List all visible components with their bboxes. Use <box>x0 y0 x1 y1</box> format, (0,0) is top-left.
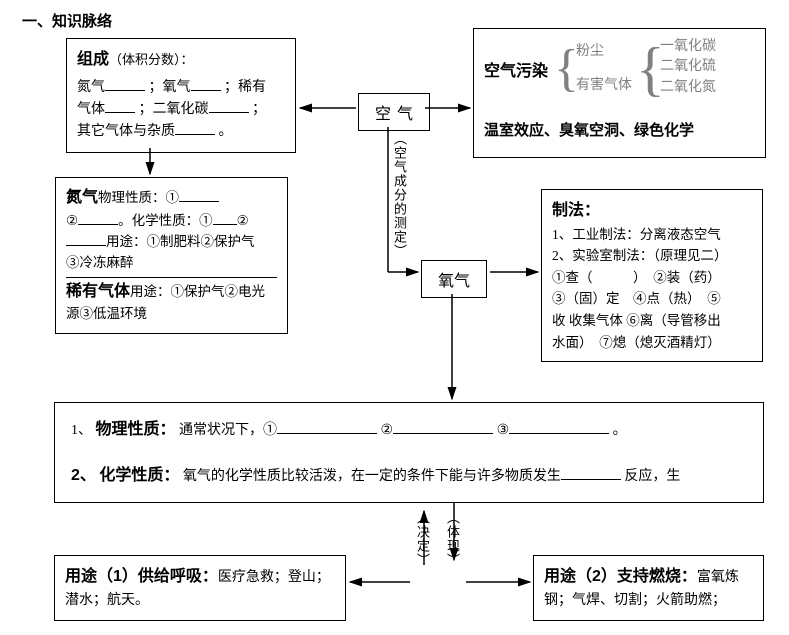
noble-use: 用途：①保护气②电光 <box>130 284 265 299</box>
n2-phys: 物理性质：① <box>98 190 179 205</box>
pollution-g1: 一氧化碳 <box>660 37 716 57</box>
pollution-g3: 二氧化氮 <box>660 78 716 98</box>
air-node: 空气 <box>358 93 430 131</box>
methods-l2: 2、实验室制法：（原理见二） <box>552 245 752 267</box>
comp-sep: ； <box>252 102 266 117</box>
comp-noble: ；稀有 <box>224 80 266 95</box>
pollution-title: 空气污染 <box>484 59 548 85</box>
methods-l4: ③（固）定 ④点（热） ⑤ <box>552 288 752 310</box>
comp-end: 。 <box>219 124 233 139</box>
methods-l3: ①查（ ） ②装（药） <box>552 267 752 289</box>
n2-p2: ② <box>66 213 78 228</box>
prop1-3: ③ <box>497 423 510 438</box>
composition-title: 组成 <box>77 51 109 68</box>
comp-n2: 氮气 <box>77 80 105 95</box>
prop1-2: ② <box>381 423 394 438</box>
methods-l5: 收 收集气体 ⑥离（导管移出 <box>552 310 752 332</box>
methods-l1: 1、工业制法：分离液态空气 <box>552 224 752 246</box>
comp-o2: ；氧气 <box>149 80 191 95</box>
methods-l6: 水面） ⑦熄（熄灭酒精灯） <box>552 332 752 354</box>
noble-label: 稀有气体 <box>66 283 130 300</box>
noble-use2: 源③低温环境 <box>66 304 277 325</box>
pollution-gas: 有害气体 <box>576 75 632 97</box>
oxygen-node: 氧气 <box>421 260 487 298</box>
pollution-box: 空气污染 { 粉尘 有害气体 { 一氧化碳 二氧化硫 二氧化氮 温室效应、臭氧空… <box>473 28 766 158</box>
comp-noble2: 气体 <box>77 102 105 117</box>
comp-other: 其它气体与杂质 <box>77 124 175 139</box>
nitrogen-box: 氮气物理性质：① ② 。化学性质：① ② 用途：①制肥料②保护气 ③冷冻麻醉 稀有气… <box>55 177 288 334</box>
n2-use3: ③冷冻麻醉 <box>66 253 277 274</box>
prop1-num: 1、 <box>71 423 92 438</box>
use2-title: 用途（2）支持燃烧： <box>544 568 697 585</box>
pollution-dust: 粉尘 <box>576 41 604 63</box>
methods-title: 制法： <box>552 198 752 224</box>
use1-title: 用途（1）供给呼吸： <box>65 568 218 585</box>
n2-use: 用途：①制肥料②保护气 <box>106 234 255 249</box>
n2-chem: 。化学性质：① <box>118 213 213 228</box>
decide-label: （决定） <box>413 511 432 567</box>
prop1-text: 通常状况下，① <box>179 423 277 438</box>
prop1-end: 。 <box>613 423 627 438</box>
pollution-bottom: 温室效应、臭氧空洞、绿色化学 <box>484 119 755 143</box>
measure-label: （空气成分的测定） <box>390 132 409 258</box>
section-heading: 一、知识脉络 <box>22 10 112 31</box>
prop1-title: 物理性质： <box>96 421 176 438</box>
prop2-num: 2、 <box>71 467 96 484</box>
prop2-end: 反应，生 <box>624 469 680 484</box>
properties-box: 1、 物理性质： 通常状况下，① ② ③ 。 2、 化学性质： 氧气的化学性质比… <box>54 402 764 503</box>
methods-box: 制法： 1、工业制法：分离液态空气 2、实验室制法：（原理见二） ①查（ ） ②… <box>541 189 763 362</box>
use2-box: 用途（2）支持燃烧：富氧炼钢；气焊、切割；火箭助燃； <box>533 555 764 621</box>
n2-c2: ② <box>237 213 249 228</box>
composition-subtitle: （体积分数）： <box>109 52 194 67</box>
comp-co2: ；二氧化碳 <box>139 102 209 117</box>
prop2-title: 化学性质： <box>99 467 179 484</box>
reflect-label: （体现） <box>443 511 462 567</box>
use1-box: 用途（1）供给呼吸：医疗急救；登山；潜水；航天。 <box>54 555 346 621</box>
composition-box: 组成（体积分数）： 氮气 ；氧气 ；稀有 气体 ；二氧化碳 ； 其它气体与杂质 … <box>66 38 296 153</box>
n2-label: 氮气 <box>66 189 98 206</box>
pollution-g2: 二氧化硫 <box>660 57 716 77</box>
prop2-text: 氧气的化学性质比较活泼，在一定的条件下能与许多物质发生 <box>183 469 561 484</box>
